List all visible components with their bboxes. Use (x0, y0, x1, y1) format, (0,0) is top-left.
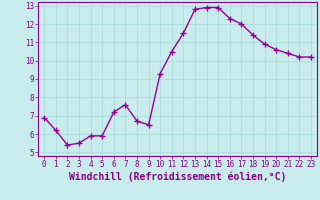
X-axis label: Windchill (Refroidissement éolien,°C): Windchill (Refroidissement éolien,°C) (69, 172, 286, 182)
